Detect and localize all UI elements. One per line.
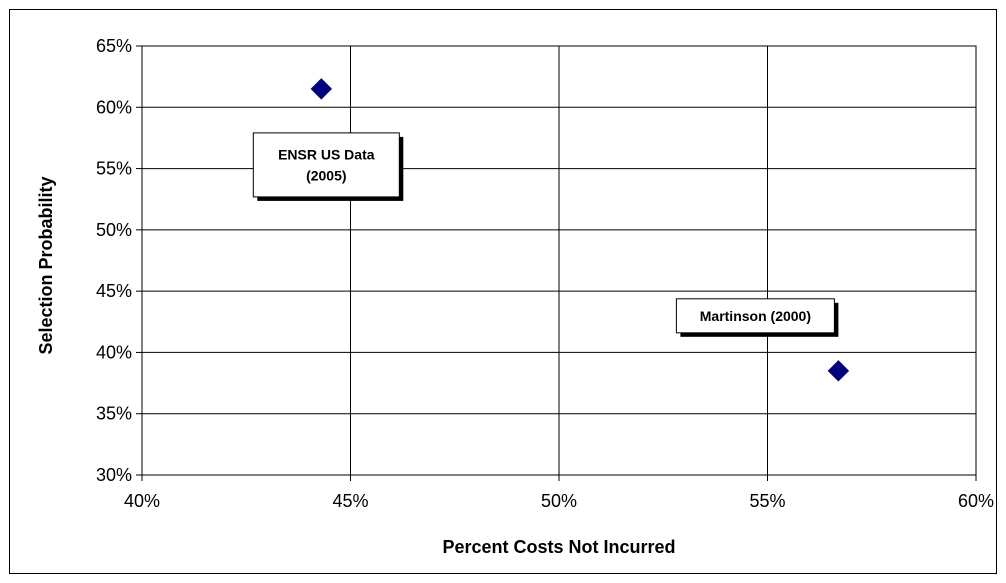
y-tick-label-0: 30%	[96, 465, 132, 485]
annotation-text: Martinson (2000)	[700, 308, 811, 324]
y-tick-label-2: 40%	[96, 342, 132, 362]
y-tick-label-3: 45%	[96, 281, 132, 301]
grid-lines	[141, 45, 977, 476]
annotations: ENSR US Data (2005) Martinson (2000)	[252, 132, 839, 337]
y-axis: 30% 35% 40% 45% 50% 55% 60% 65%	[96, 36, 142, 485]
data-points	[310, 78, 850, 382]
data-point-0	[310, 78, 333, 100]
x-tick-label-0: 40%	[124, 491, 160, 511]
annotation-1: Martinson (2000)	[675, 298, 839, 337]
annotation-box	[252, 132, 400, 198]
annotation-box	[675, 298, 835, 334]
y-tick-label-7: 65%	[96, 36, 132, 56]
x-tick-label-1: 45%	[332, 491, 368, 511]
y-axis-title: Selection Probability	[36, 176, 56, 354]
x-tick-label-3: 55%	[749, 491, 785, 511]
x-tick-label-2: 50%	[541, 491, 577, 511]
annotation-0: ENSR US Data (2005)	[252, 132, 404, 201]
data-point-1	[827, 360, 850, 382]
y-tick-label-1: 35%	[96, 404, 132, 424]
x-axis-title: Percent Costs Not Incurred	[442, 537, 675, 557]
x-axis: 40% 45% 50% 55% 60%	[124, 475, 994, 511]
annotation-text: ENSR US Data	[278, 146, 375, 162]
annotation-text: (2005)	[306, 167, 346, 183]
y-tick-label-6: 60%	[96, 97, 132, 117]
y-tick-label-5: 55%	[96, 159, 132, 179]
y-tick-label-4: 50%	[96, 220, 132, 240]
x-tick-label-4: 60%	[958, 491, 994, 511]
